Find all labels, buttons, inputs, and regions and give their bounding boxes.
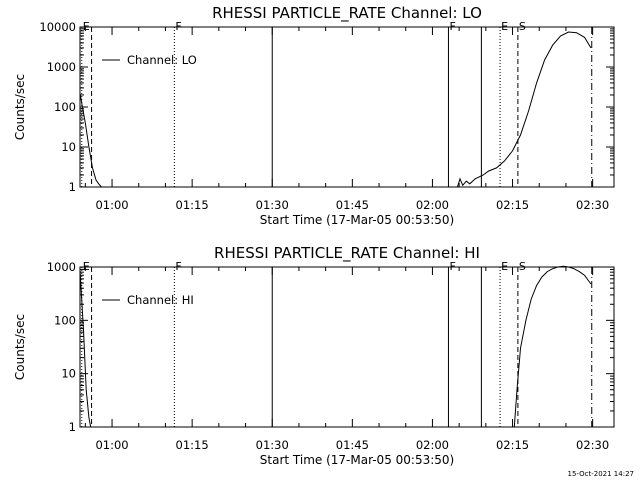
x-tick-label: 01:30	[256, 198, 289, 212]
y-tick-label: 100	[54, 313, 76, 327]
x-tick-label: 02:30	[576, 438, 609, 452]
event-marker-label: E	[501, 260, 508, 273]
chart-panel-1: RHESSI PARTICLE_RATE Channel: LO 01:00 01:…	[13, 4, 615, 227]
x-tick-label: 01:15	[176, 438, 209, 452]
x-tick-label: 02:30	[576, 198, 609, 212]
legend-label: Channel: LO	[127, 53, 197, 67]
y-tick-label: 10000	[39, 20, 76, 34]
event-marker-label: E	[83, 20, 90, 33]
x-tick-label: 02:00	[416, 438, 449, 452]
plot-frame	[79, 266, 615, 428]
y-tick-label: 1000	[47, 60, 76, 74]
series-line	[513, 265, 592, 428]
chart-panel-2: RHESSI PARTICLE_RATE Channel: HI 01:00 01:…	[13, 244, 615, 467]
x-tick-label: 01:00	[95, 438, 128, 452]
chart-title: RHESSI PARTICLE_RATE Channel: HI	[214, 244, 480, 263]
plot-frame	[79, 26, 615, 188]
x-tick-label: 01:30	[256, 438, 289, 452]
x-tick-label: 01:15	[176, 198, 209, 212]
y-axis-label: Counts/sec	[13, 314, 27, 380]
event-marker-label: E	[501, 20, 508, 33]
y-tick-label: 1	[69, 180, 76, 194]
y-axis-label: Counts/sec	[13, 74, 27, 140]
y-tick-label: 100	[54, 100, 76, 114]
x-tick-label: 02:15	[496, 198, 529, 212]
y-tick-label: 10	[61, 140, 76, 154]
y-tick-label: 10	[61, 367, 76, 381]
x-tick-label: 01:45	[336, 438, 369, 452]
x-axis-label: Start Time (17-Mar-05 00:53:50)	[260, 213, 454, 227]
event-marker-label: S	[519, 20, 526, 33]
x-tick-label: 02:00	[416, 198, 449, 212]
event-marker-label: F	[175, 20, 181, 33]
series-line	[79, 93, 102, 188]
series-line	[79, 269, 92, 428]
series-line	[456, 31, 592, 188]
y-tick-label: 1000	[47, 260, 76, 274]
legend-label: Channel: HI	[127, 293, 194, 307]
x-tick-label: 02:15	[496, 438, 529, 452]
x-axis-label: Start Time (17-Mar-05 00:53:50)	[260, 453, 454, 467]
event-marker-label: F	[449, 20, 455, 33]
event-marker-label: F	[449, 260, 455, 273]
footer-timestamp: 15-Oct-2021 14:27	[567, 470, 634, 478]
y-tick-label: 1	[69, 420, 76, 434]
event-marker-label: S	[519, 260, 526, 273]
x-tick-label: 01:45	[336, 198, 369, 212]
chart-title: RHESSI PARTICLE_RATE Channel: LO	[212, 4, 482, 23]
event-marker-label: F	[175, 260, 181, 273]
x-tick-label: 01:00	[95, 198, 128, 212]
event-marker-label: E	[83, 260, 90, 273]
